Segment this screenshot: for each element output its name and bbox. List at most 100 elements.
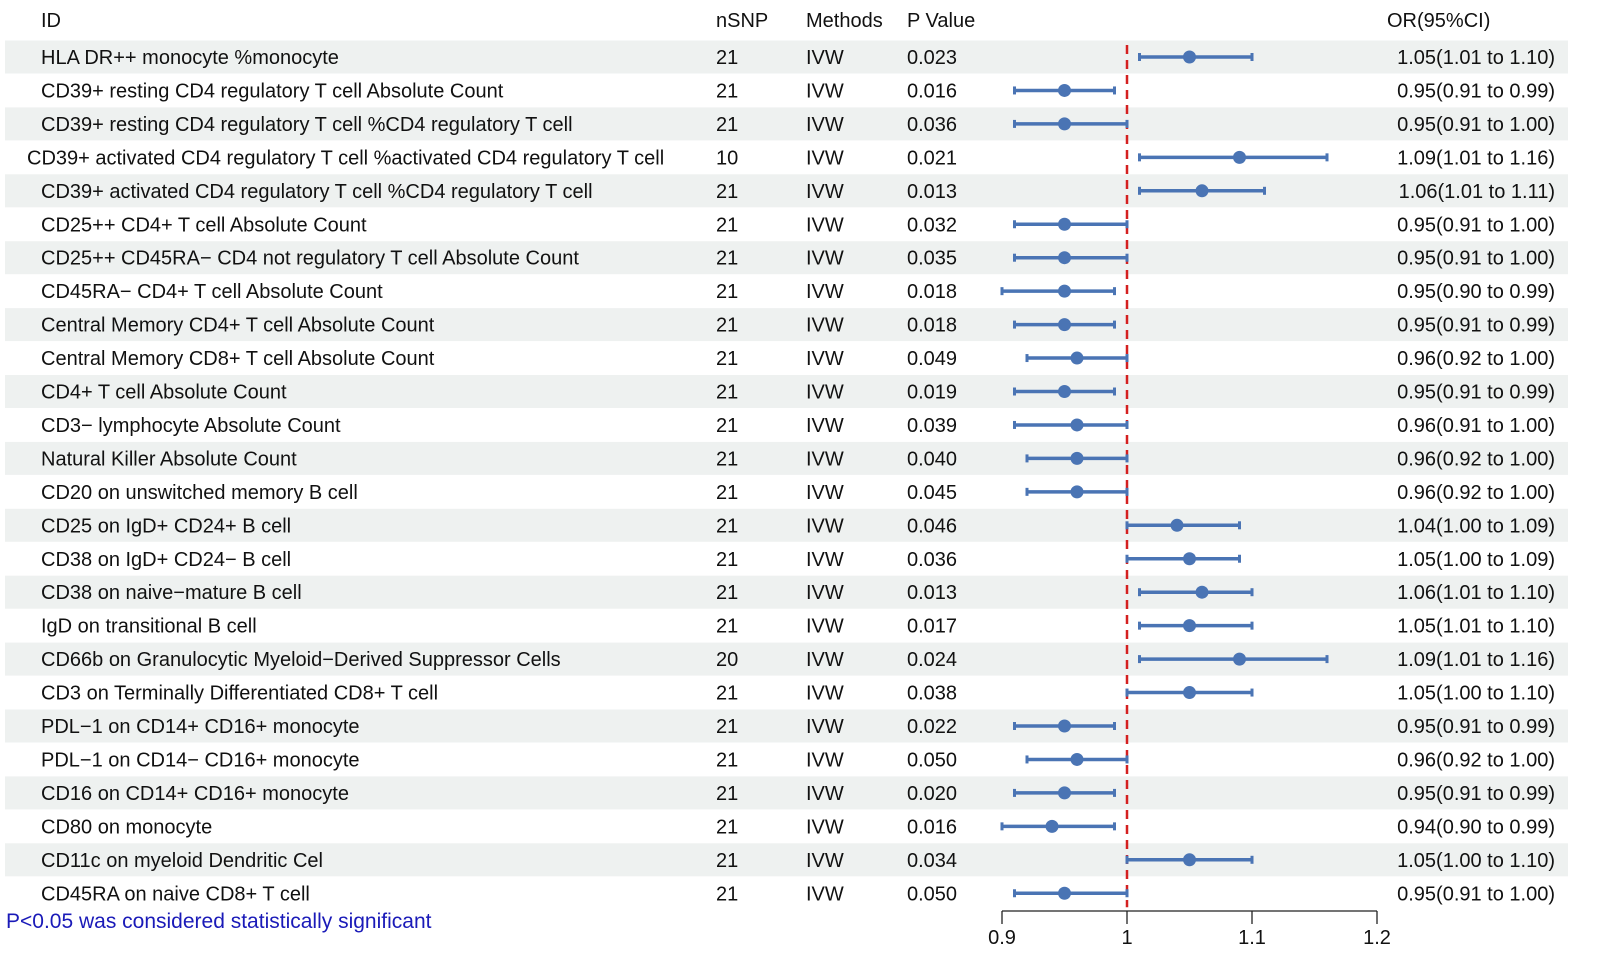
row-or-ci: 0.96(0.92 to 1.00) <box>1397 448 1555 470</box>
row-or-ci: 0.95(0.90 to 0.99) <box>1397 281 1555 303</box>
row-method: IVW <box>806 47 844 69</box>
significance-footnote: P<0.05 was considered statistically sign… <box>6 910 432 933</box>
row-nsnp: 21 <box>716 816 738 838</box>
row-method: IVW <box>806 315 844 337</box>
row-or-ci: 0.96(0.91 to 1.00) <box>1397 415 1555 437</box>
row-nsnp: 21 <box>716 181 738 203</box>
row-or-ci: 1.09(1.01 to 1.16) <box>1397 649 1555 671</box>
table-row: CD25++ CD45RA− CD4 not regulatory T cell… <box>41 248 1555 270</box>
row-nsnp: 21 <box>716 415 738 437</box>
row-band <box>5 776 1568 810</box>
row-pvalue: 0.038 <box>907 683 957 705</box>
row-id: CD39+ resting CD4 regulatory T cell %CD4… <box>41 114 573 136</box>
row-or-ci: 1.09(1.01 to 1.16) <box>1397 147 1555 169</box>
row-id: CD38 on IgD+ CD24− B cell <box>41 549 291 571</box>
table-row: CD11c on myeloid Dendritic Cel 21 IVW 0.034… <box>41 850 1555 872</box>
row-method: IVW <box>806 114 844 136</box>
ci-mark <box>1125 518 1241 532</box>
row-pvalue: 0.022 <box>907 716 957 738</box>
or-point <box>1183 50 1196 64</box>
row-band <box>5 174 1568 208</box>
table-row: CD39+ resting CD4 regulatory T cell Abso… <box>41 81 1555 103</box>
or-point <box>1058 786 1071 800</box>
axis-tick-label: 0.9 <box>988 927 1016 949</box>
row-method: IVW <box>806 181 844 203</box>
row-pvalue: 0.032 <box>907 214 957 236</box>
ci-mark <box>1125 552 1241 566</box>
row-or-ci: 1.05(1.01 to 1.10) <box>1397 616 1555 638</box>
row-method: IVW <box>806 382 844 404</box>
row-method: IVW <box>806 515 844 537</box>
ci-mark <box>1125 853 1254 867</box>
ci-mark <box>1138 652 1329 666</box>
row-or-ci: 1.06(1.01 to 1.10) <box>1397 582 1555 604</box>
row-id: CD11c on myeloid Dendritic Cel <box>41 850 323 872</box>
row-nsnp: 21 <box>716 482 738 504</box>
or-point <box>1058 284 1071 298</box>
ci-mark <box>1013 418 1129 432</box>
row-band <box>5 308 1568 342</box>
row-band <box>5 241 1568 275</box>
table-row: Central Memory CD4+ T cell Absolute Coun… <box>41 315 1555 337</box>
row-pvalue: 0.013 <box>907 582 957 604</box>
row-band <box>5 709 1568 743</box>
row-id: CD20 on unswitched memory B cell <box>41 482 358 504</box>
row-band <box>5 575 1568 609</box>
row-or-ci: 1.04(1.00 to 1.09) <box>1397 515 1555 537</box>
row-or-ci: 0.96(0.92 to 1.00) <box>1397 482 1555 504</box>
row-bands <box>5 40 1568 877</box>
row-nsnp: 21 <box>716 47 738 69</box>
row-or-ci: 0.95(0.91 to 1.00) <box>1397 114 1555 136</box>
row-pvalue: 0.045 <box>907 482 957 504</box>
row-nsnp: 21 <box>716 883 738 905</box>
row-method: IVW <box>806 582 844 604</box>
axis-tick-label: 1.1 <box>1238 927 1266 949</box>
or-point <box>1183 552 1196 566</box>
table-row: CD66b on Granulocytic Myeloid−Derived Su… <box>41 649 1555 671</box>
table-row: CD39+ resting CD4 regulatory T cell %CD4… <box>41 114 1555 136</box>
ci-mark <box>1138 585 1254 599</box>
table-row: CD39+ activated CD4 regulatory T cell %a… <box>27 147 1555 169</box>
row-nsnp: 21 <box>716 549 738 571</box>
row-pvalue: 0.019 <box>907 382 957 404</box>
row-or-ci: 0.95(0.91 to 0.99) <box>1397 783 1555 805</box>
row-nsnp: 21 <box>716 315 738 337</box>
row-pvalue: 0.050 <box>907 750 957 772</box>
ci-mark <box>1138 619 1254 633</box>
row-method: IVW <box>806 147 844 169</box>
ci-mark <box>1013 318 1116 332</box>
table-row: CD80 on monocyte 21 IVW 0.016 0.94(0.90 to 0… <box>41 816 1555 838</box>
ci-mark <box>1013 385 1116 398</box>
or-point <box>1058 117 1071 131</box>
ci-mark <box>1013 886 1129 900</box>
row-id: CD25 on IgD+ CD24+ B cell <box>41 515 291 537</box>
row-id: CD80 on monocyte <box>41 816 212 838</box>
row-pvalue: 0.050 <box>907 883 957 905</box>
ci-mark <box>1138 50 1254 64</box>
ci-mark <box>1138 150 1329 164</box>
row-id: CD25++ CD45RA− CD4 not regulatory T cell… <box>41 248 579 270</box>
row-pvalue: 0.013 <box>907 181 957 203</box>
row-method: IVW <box>806 214 844 236</box>
row-id: CD3− lymphocyte Absolute Count <box>41 415 341 437</box>
table-row: CD4+ T cell Absolute Count 21 IVW 0.019 0.95… <box>41 382 1555 404</box>
ci-mark <box>1025 752 1129 766</box>
row-method: IVW <box>806 616 844 638</box>
row-id: Central Memory CD4+ T cell Absolute Coun… <box>41 315 435 337</box>
or-point <box>1058 719 1071 733</box>
row-nsnp: 21 <box>716 683 738 705</box>
table-row: PDL−1 on CD14− CD16+ monocyte 21 IVW 0.050 0… <box>41 750 1555 772</box>
row-id: CD45RA on naive CD8+ T cell <box>41 883 310 905</box>
row-or-ci: 1.05(1.00 to 1.10) <box>1397 850 1555 872</box>
row-or-ci: 0.95(0.91 to 1.00) <box>1397 248 1555 270</box>
row-method: IVW <box>806 649 844 671</box>
row-id: CD45RA− CD4+ T cell Absolute Count <box>41 281 383 303</box>
row-or-ci: 0.95(0.91 to 0.99) <box>1397 81 1555 103</box>
ci-mark <box>1125 686 1254 700</box>
row-band <box>5 441 1568 475</box>
row-id: CD39+ resting CD4 regulatory T cell Abso… <box>41 81 504 103</box>
row-id: CD3 on Terminally Differentiated CD8+ T … <box>41 683 438 705</box>
row-id: CD38 on naive−mature B cell <box>41 582 302 604</box>
ci-marks <box>1000 50 1329 900</box>
